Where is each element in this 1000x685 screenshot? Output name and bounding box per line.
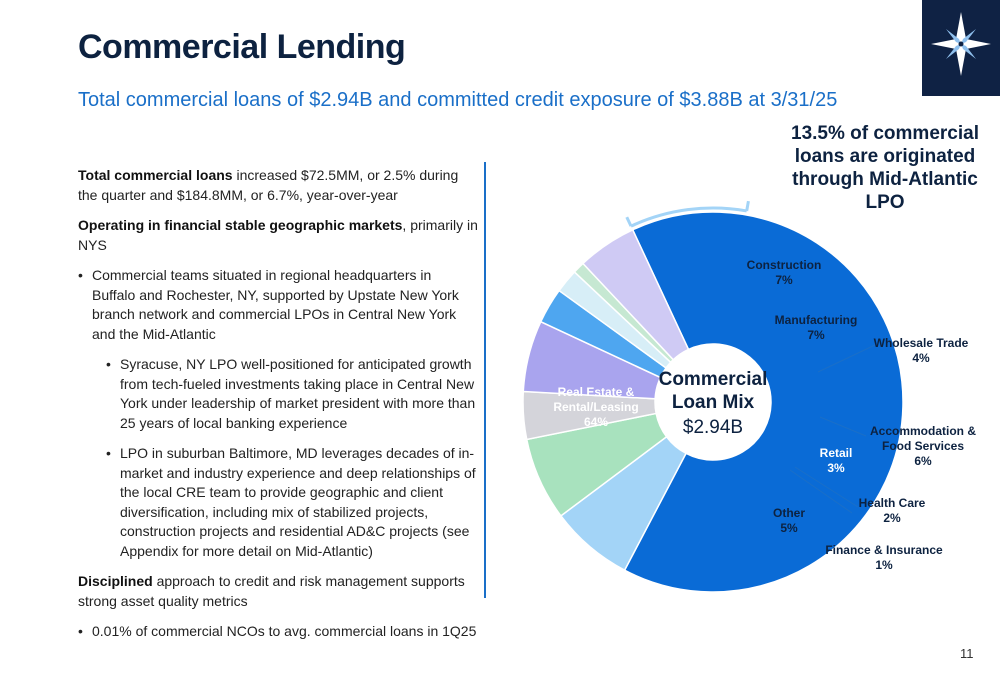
slice-label-3-line0: Wholesale Trade — [874, 336, 969, 350]
slice-value-3: 4% — [912, 351, 930, 365]
slice-label-7-line0: Finance & Insurance — [825, 543, 943, 557]
subbullet-baltimore: LPO in suburban Baltimore, MD leverages … — [106, 444, 478, 561]
slice-label-6-line0: Health Care — [859, 496, 926, 510]
slice-label-0-line0: Real Estate & — [558, 385, 635, 399]
leader-line-4 — [819, 416, 867, 437]
slice-8 — [581, 228, 690, 361]
mid-atlantic-bracket — [630, 206, 747, 228]
bullet-nco: 0.01% of commercial NCOs to avg. commerc… — [78, 622, 478, 642]
slice-value-4: 6% — [914, 454, 932, 468]
slice-label-0-line1: Rental/Leasing — [553, 400, 638, 414]
slice-label-1-line0: Construction — [747, 258, 822, 272]
page-title: Commercial Lending — [78, 28, 406, 66]
page-number: 11 — [960, 646, 974, 661]
slice-0 — [623, 211, 904, 593]
company-logo — [922, 0, 1000, 96]
summary-credit-bold: Disciplined — [78, 573, 153, 589]
commercial-lending-summary: Total commercial loans increased $72.5MM… — [78, 166, 478, 653]
center-value: $2.94B — [683, 417, 743, 438]
slice-value-6: 2% — [883, 511, 901, 525]
slice-value-0: 64% — [584, 415, 608, 429]
slice-value-7: 1% — [875, 558, 893, 572]
mid-atlantic-bracket-end-1 — [745, 200, 750, 212]
slice-value-2: 7% — [807, 328, 825, 342]
slice-value-1: 7% — [775, 273, 793, 287]
leader-line-6 — [794, 466, 859, 508]
summary-markets-text: , primarily in NYS — [78, 217, 478, 253]
summary-credit-paragraph: Disciplined approach to credit and risk … — [78, 572, 478, 611]
bullet-commercial-teams: Commercial teams situated in regional he… — [78, 266, 478, 344]
mid-atlantic-callout: 13.5% of commercial loans are originated… — [791, 123, 979, 213]
slice-label-8-line0: Other — [773, 506, 805, 520]
subbullet-syracuse: Syracuse, NY LPO well-positioned for ant… — [106, 355, 478, 433]
slice-label-5-line0: Retail — [820, 446, 853, 460]
summary-markets-paragraph: Operating in financial stable geographic… — [78, 216, 478, 255]
leader-line-7 — [789, 469, 853, 514]
summary-credit-text: approach to credit and risk management s… — [78, 573, 465, 609]
slice-label-2-line0: Manufacturing — [775, 313, 858, 327]
summary-loans-bold: Total commercial loans — [78, 167, 233, 183]
page-subtitle: Total commercial loans of $2.94B and com… — [78, 89, 838, 111]
slice-label-4-line0: Accommodation & — [870, 424, 976, 438]
mid-atlantic-bracket-end-0 — [625, 216, 633, 227]
summary-loans-text: increased $72.5MM, or 2.5% during the qu… — [78, 167, 459, 203]
slice-value-5: 3% — [827, 461, 845, 475]
slice-label-4-line1: Food Services — [882, 439, 964, 453]
slice-value-8: 5% — [780, 521, 798, 535]
summary-loans-paragraph: Total commercial loans increased $72.5MM… — [78, 166, 478, 205]
column-divider — [484, 162, 486, 598]
donut-center — [657, 346, 769, 458]
leader-line-3 — [817, 344, 876, 373]
center-label-line2: Loan Mix — [672, 392, 755, 413]
summary-markets-bold: Operating in financial stable geographic… — [78, 217, 403, 233]
center-label-line1: Commercial — [659, 369, 768, 390]
